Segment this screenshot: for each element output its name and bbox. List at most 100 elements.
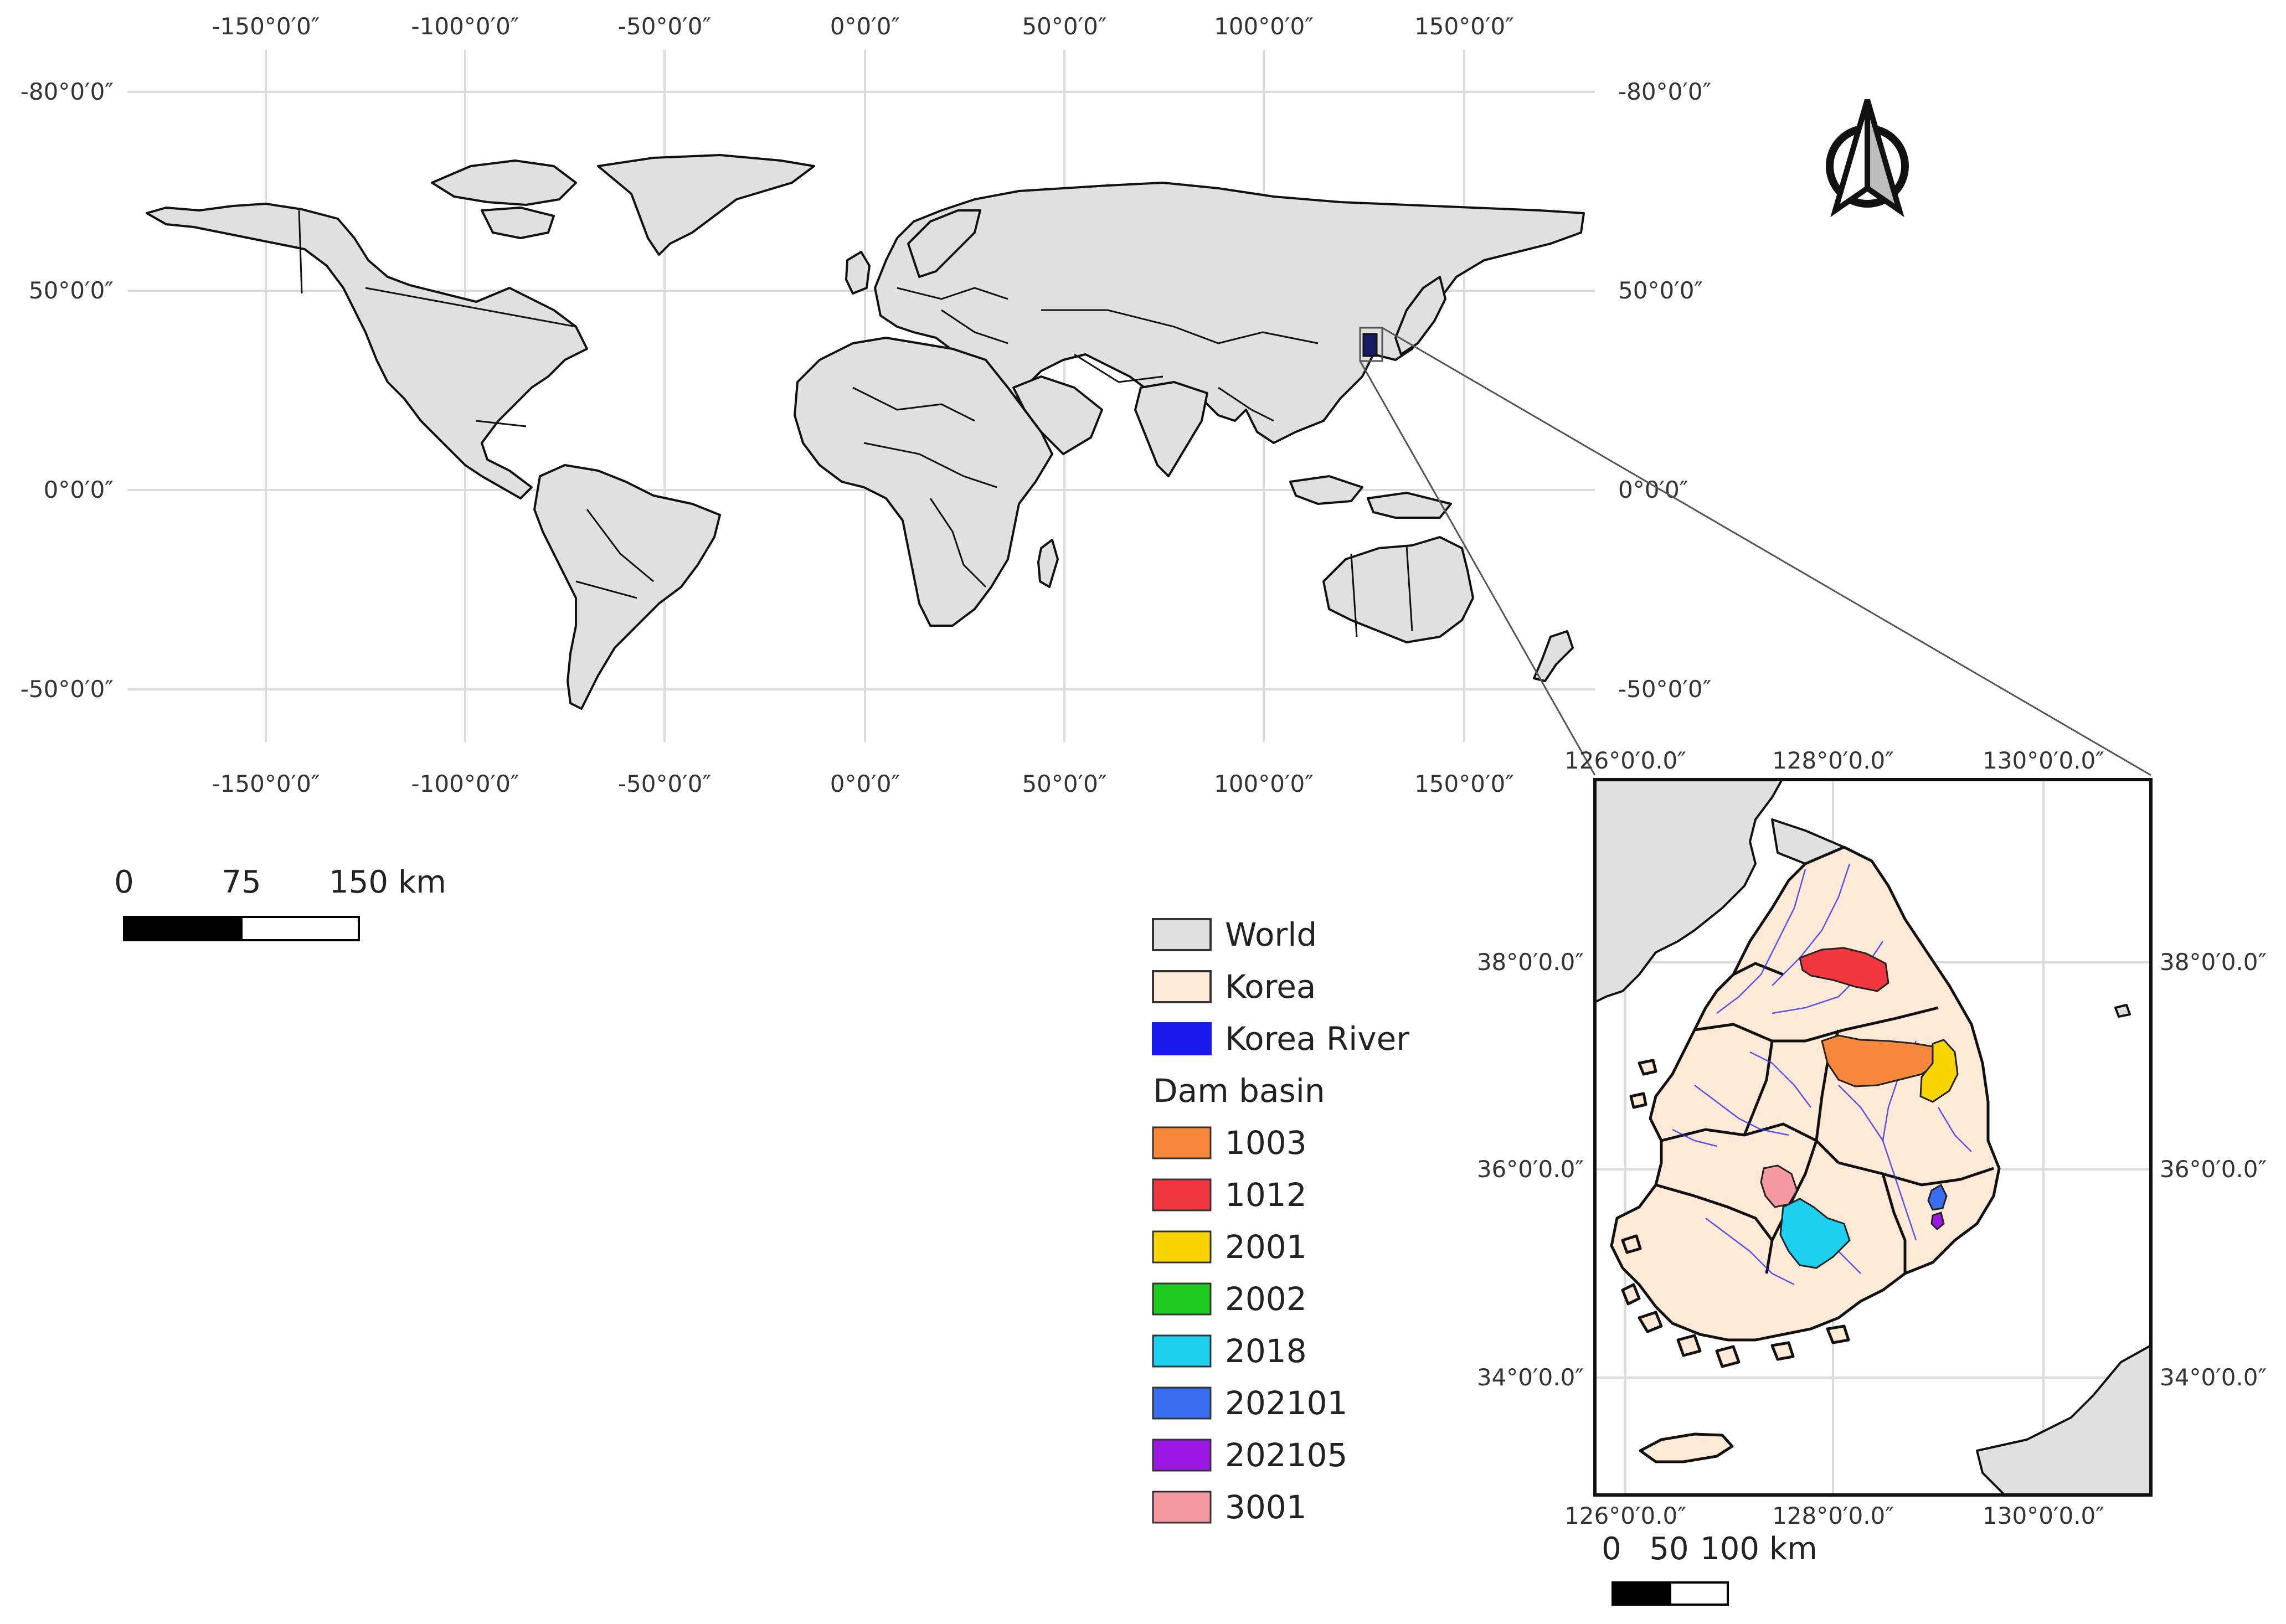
scale-label: 50 bbox=[1649, 1531, 1688, 1567]
north-arrow-icon bbox=[1826, 99, 1909, 218]
world-map: -150°0′0″ -100°0′0″ -50°0′0″ 0°0′0″ 50°0… bbox=[20, 13, 1712, 797]
tick-label: 34°0′0.0″ bbox=[1477, 1364, 1584, 1391]
tick-label: 100°0′0″ bbox=[1214, 770, 1314, 797]
tick-label: 38°0′0.0″ bbox=[2160, 948, 2267, 976]
legend-swatch-basin bbox=[1152, 1178, 1212, 1211]
scale-segment-white bbox=[240, 916, 360, 941]
land-arctic-islands bbox=[481, 207, 555, 239]
tick-label: 150°0′0″ bbox=[1414, 13, 1514, 40]
land-india bbox=[1134, 381, 1208, 477]
dam-basin-202101 bbox=[1927, 1183, 1948, 1211]
korea-islands bbox=[1621, 1059, 1850, 1463]
tick-label: 150°0′0″ bbox=[1414, 770, 1514, 797]
tick-label: 50°0′0″ bbox=[1022, 770, 1106, 797]
tick-label: -50°0′0″ bbox=[20, 676, 114, 703]
scale-label: 0 bbox=[1602, 1531, 1621, 1567]
scale-segment-black bbox=[1611, 1581, 1671, 1606]
legend-swatch-korea bbox=[1152, 970, 1212, 1003]
tick-label: -50°0′0″ bbox=[618, 13, 711, 40]
world-landmasses bbox=[146, 154, 1585, 710]
tick-label: -150°0′0″ bbox=[212, 770, 320, 797]
tick-label: 128°0′0.0″ bbox=[1772, 1502, 1894, 1529]
legend-swatch-basin bbox=[1152, 1491, 1212, 1524]
tick-label: -150°0′0″ bbox=[212, 13, 320, 40]
scale-label: 100 km bbox=[1700, 1531, 1818, 1567]
land-north-america bbox=[146, 203, 588, 499]
legend-swatch-basin bbox=[1152, 1282, 1212, 1316]
tick-label: -50°0′0″ bbox=[618, 770, 711, 797]
dam-basin-1012 bbox=[1799, 947, 1889, 992]
tick-label: 100°0′0″ bbox=[1214, 13, 1314, 40]
land-greenland bbox=[597, 154, 815, 256]
korea-marker bbox=[1362, 333, 1378, 357]
scale-segment-white bbox=[1669, 1581, 1729, 1606]
tick-label: 38°0′0.0″ bbox=[1477, 948, 1584, 976]
tick-label: -50°0′0″ bbox=[1618, 676, 1711, 703]
inset-frame bbox=[1593, 778, 2153, 1497]
tick-label: 36°0′0.0″ bbox=[1477, 1156, 1584, 1183]
tick-label: 126°0′0.0″ bbox=[1564, 747, 1686, 774]
legend-label: 1003 bbox=[1225, 1124, 1307, 1162]
legend-swatch-basin bbox=[1152, 1126, 1212, 1159]
tick-label: 0°0′0″ bbox=[830, 770, 900, 797]
legend-label: 202101 bbox=[1225, 1384, 1347, 1422]
scale-segment-black bbox=[123, 916, 243, 941]
tick-label: 0°0′0″ bbox=[44, 476, 114, 503]
tick-label: -100°0′0″ bbox=[411, 13, 519, 40]
legend-group-title: Dam basin bbox=[1153, 1072, 1325, 1110]
land-indonesia bbox=[1289, 475, 1363, 505]
inset-x-ticks-top: 126°0′0.0″ 128°0′0.0″ 130°0′0.0″ bbox=[1564, 747, 2104, 774]
tick-label: -80°0′0″ bbox=[1618, 78, 1711, 105]
legend-label: 1012 bbox=[1225, 1176, 1307, 1214]
land-arctic-islands bbox=[431, 159, 577, 206]
tick-label: 130°0′0.0″ bbox=[1983, 1502, 2104, 1529]
tick-label: 130°0′0.0″ bbox=[1983, 747, 2104, 774]
jeju-island bbox=[1639, 1432, 1734, 1463]
tick-label: 36°0′0.0″ bbox=[2160, 1156, 2267, 1183]
legend-swatch-basin bbox=[1152, 1230, 1212, 1264]
land-arabia bbox=[1012, 375, 1103, 455]
land-british-isles bbox=[845, 251, 871, 295]
land-africa bbox=[794, 337, 1053, 627]
world-x-ticks-top: -150°0′0″ -100°0′0″ -50°0′0″ 0°0′0″ 50°0… bbox=[212, 13, 1514, 40]
world-x-ticks-bottom: -150°0′0″ -100°0′0″ -50°0′0″ 0°0′0″ 50°0… bbox=[212, 770, 1514, 797]
inset-y-ticks-left: 38°0′0.0″ 36°0′0.0″ 34°0′0.0″ bbox=[1477, 948, 1584, 1391]
tick-label: 126°0′0.0″ bbox=[1564, 1502, 1686, 1529]
legend-swatch-korea-river bbox=[1152, 1022, 1212, 1055]
scale-label: 150 km bbox=[329, 864, 446, 900]
inset-x-ticks-bottom: 126°0′0.0″ 128°0′0.0″ 130°0′0.0″ bbox=[1564, 1502, 2104, 1529]
legend: World Korea Korea River Dam basin 1003 1… bbox=[1152, 916, 1409, 1526]
dam-basins bbox=[1760, 947, 1959, 1269]
land-north-korea bbox=[1595, 780, 1783, 1003]
world-scale-bar: 0 75 150 km bbox=[114, 864, 446, 941]
world-y-ticks-left: -80°0′0″ 50°0′0″ 0°0′0″ -50°0′0″ bbox=[20, 78, 114, 703]
dam-basin-202105 bbox=[1930, 1211, 1945, 1231]
zoom-connector-lines bbox=[1359, 327, 2151, 776]
inset-map: 126°0′0.0″ 128°0′0.0″ 130°0′0.0″ 126°0′0… bbox=[1477, 747, 2267, 1529]
legend-swatch-basin bbox=[1152, 1334, 1212, 1368]
dam-basin-2018 bbox=[1779, 1198, 1851, 1269]
legend-label: 2002 bbox=[1225, 1280, 1307, 1318]
legend-label: 2018 bbox=[1225, 1332, 1307, 1370]
legend-swatch-basin bbox=[1152, 1439, 1212, 1472]
tick-label: 50°0′0″ bbox=[29, 277, 114, 304]
land-tsushima-island bbox=[2114, 1004, 2131, 1018]
legend-label: 202105 bbox=[1225, 1436, 1347, 1474]
tick-label: -80°0′0″ bbox=[20, 78, 114, 105]
legend-label: Korea River bbox=[1225, 1020, 1409, 1058]
legend-label: 3001 bbox=[1225, 1488, 1307, 1526]
tick-label: -100°0′0″ bbox=[411, 770, 519, 797]
land-indonesia bbox=[1367, 492, 1452, 519]
land-south-america bbox=[533, 464, 721, 710]
land-scandinavia bbox=[907, 209, 981, 278]
legend-swatch-world bbox=[1152, 918, 1212, 951]
tick-label: 50°0′0″ bbox=[1022, 13, 1106, 40]
land-madagascar bbox=[1037, 539, 1059, 588]
legend-label: Korea bbox=[1225, 968, 1316, 1006]
inset-y-ticks-right: 38°0′0.0″ 36°0′0.0″ 34°0′0.0″ bbox=[2160, 948, 2267, 1391]
legend-swatch-basin bbox=[1152, 1386, 1212, 1420]
korea-extent-box bbox=[1359, 327, 1383, 362]
land-new-zealand bbox=[1533, 630, 1574, 682]
legend-label: World bbox=[1225, 916, 1317, 953]
